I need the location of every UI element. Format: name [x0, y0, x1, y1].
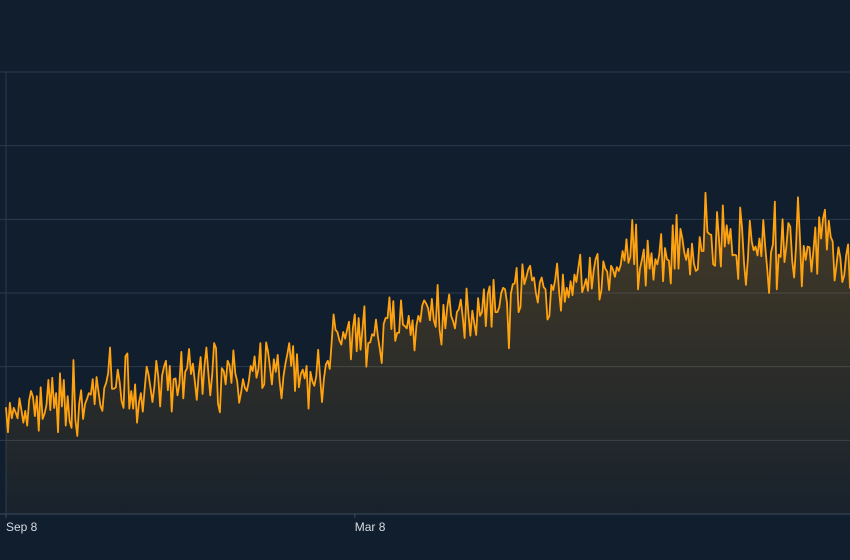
x-tick-label: Mar 8: [355, 520, 386, 534]
series-lines: [5, 191, 850, 437]
x-axis: Sep 8 Mar 8: [5, 514, 386, 534]
series-area: [6, 192, 850, 514]
series-line: [5, 191, 850, 437]
area-fill: [6, 192, 850, 514]
x-tick-label: Sep 8: [6, 520, 38, 534]
